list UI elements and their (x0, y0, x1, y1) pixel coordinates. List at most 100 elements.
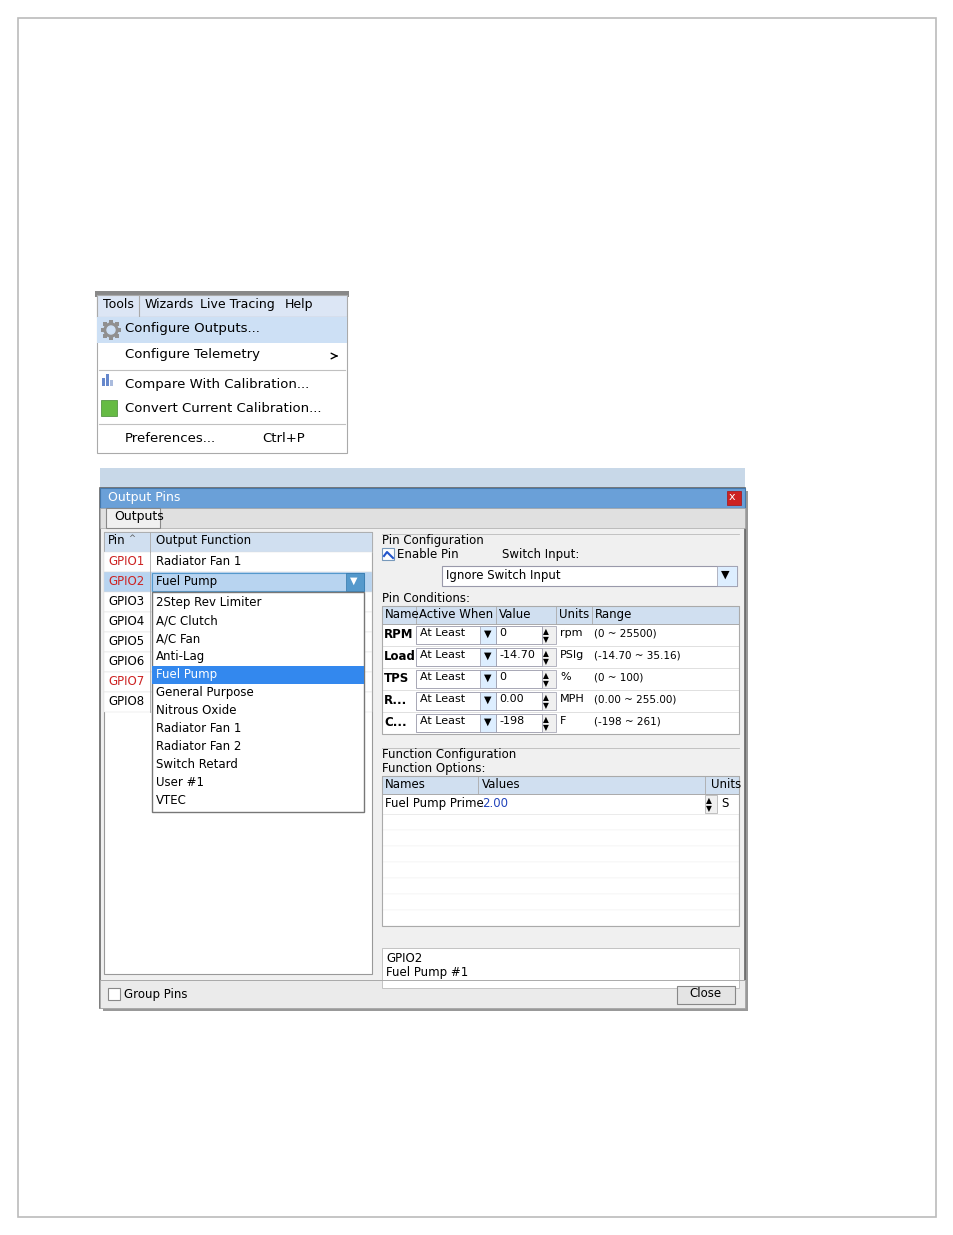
Text: Ctrl+P: Ctrl+P (262, 432, 304, 445)
Text: Pin Configuration: Pin Configuration (381, 534, 483, 547)
Bar (479, 671, 496, 688)
Bar (381, 814, 739, 830)
Text: ^: ^ (128, 534, 135, 543)
Bar (381, 830, 739, 846)
Text: ▼: ▼ (350, 576, 357, 585)
Text: ▼: ▼ (483, 673, 491, 683)
Bar (102, 378, 105, 387)
Circle shape (107, 326, 115, 333)
Text: Units: Units (710, 778, 740, 790)
Text: GPIO2: GPIO2 (386, 952, 422, 965)
Text: Help: Help (285, 298, 314, 311)
Text: Switch Retard: Switch Retard (156, 758, 237, 771)
Text: ▼: ▼ (542, 635, 548, 643)
Bar (101, 329, 105, 332)
Bar (152, 592, 364, 811)
Text: Close: Close (688, 987, 720, 1000)
Bar (381, 668, 739, 690)
Text: At Least: At Least (419, 672, 465, 682)
Bar (479, 626, 496, 643)
Bar (100, 468, 744, 490)
Bar (103, 492, 747, 1011)
Text: GPIO4: GPIO4 (108, 615, 144, 629)
Text: Enable Pin: Enable Pin (396, 548, 458, 561)
Bar (109, 336, 112, 340)
Text: Output Function: Output Function (156, 534, 251, 547)
Text: MPH: MPH (559, 694, 584, 704)
Text: Radiator Fan 1: Radiator Fan 1 (156, 722, 241, 735)
Text: ▲: ▲ (542, 650, 548, 658)
Text: Wizards: Wizards (145, 298, 194, 311)
Text: User #1: User #1 (156, 776, 204, 789)
Text: Convert Current Calibration...: Convert Current Calibration... (125, 403, 321, 415)
Bar (152, 573, 364, 592)
Text: PSIg: PSIg (559, 650, 583, 659)
Text: Range: Range (595, 608, 632, 621)
Text: General Purpose: General Purpose (156, 685, 253, 699)
Text: C...: C... (384, 716, 406, 729)
Bar (726, 492, 740, 505)
Bar (441, 566, 737, 585)
Text: 2Step Rev Limiter: 2Step Rev Limiter (156, 597, 261, 609)
Text: ▼: ▼ (483, 695, 491, 705)
Text: rpm: rpm (559, 629, 582, 638)
Bar (100, 488, 744, 508)
Text: At Least: At Least (419, 716, 465, 726)
Bar (100, 508, 744, 529)
Bar (416, 626, 496, 643)
Text: x: x (728, 492, 735, 501)
Bar (541, 648, 556, 666)
Text: ▼: ▼ (483, 651, 491, 661)
Bar (346, 573, 364, 592)
Bar (104, 692, 372, 713)
Text: ▼: ▼ (542, 679, 548, 688)
Text: S: S (720, 797, 727, 810)
Bar (496, 648, 541, 666)
Bar (114, 322, 118, 326)
Text: Nitrous Oxide: Nitrous Oxide (156, 704, 236, 718)
Bar (104, 572, 372, 592)
Bar (104, 632, 372, 652)
Text: ▲: ▲ (542, 693, 548, 701)
Bar (381, 948, 739, 988)
Bar (97, 317, 347, 453)
Bar (381, 894, 739, 910)
Bar (479, 648, 496, 666)
Text: Outputs: Outputs (113, 510, 164, 522)
Text: Group Pins: Group Pins (124, 988, 188, 1002)
Text: ▼: ▼ (720, 571, 729, 580)
Bar (541, 692, 556, 710)
Bar (496, 671, 541, 688)
Bar (416, 671, 496, 688)
Text: GPIO6: GPIO6 (108, 655, 144, 668)
Text: F: F (559, 716, 566, 726)
Bar (106, 508, 160, 529)
Bar (104, 552, 372, 572)
Text: ▼: ▼ (705, 804, 711, 813)
Bar (381, 776, 739, 794)
Bar (381, 548, 394, 559)
Text: VTEC: VTEC (156, 794, 187, 806)
Text: At Least: At Least (419, 650, 465, 659)
Bar (381, 776, 739, 926)
Text: GPIO1: GPIO1 (108, 555, 144, 568)
Text: -198: -198 (498, 716, 524, 726)
Bar (381, 794, 739, 814)
Text: Pin Conditions:: Pin Conditions: (381, 592, 470, 605)
Text: Tools: Tools (103, 298, 133, 311)
Text: 0: 0 (498, 672, 505, 682)
Bar (103, 322, 108, 326)
Bar (541, 626, 556, 643)
Text: ▼: ▼ (542, 657, 548, 666)
Text: Fuel Pump Prime: Fuel Pump Prime (385, 797, 483, 810)
Bar (381, 910, 739, 926)
Bar (496, 692, 541, 710)
Text: GPIO7: GPIO7 (108, 676, 144, 688)
Text: At Least: At Least (419, 694, 465, 704)
Text: A/C Clutch: A/C Clutch (156, 614, 217, 627)
Bar (381, 846, 739, 862)
Text: GPIO5: GPIO5 (108, 635, 144, 648)
Bar (381, 606, 739, 734)
Bar (381, 606, 739, 624)
Text: Active When: Active When (418, 608, 493, 621)
